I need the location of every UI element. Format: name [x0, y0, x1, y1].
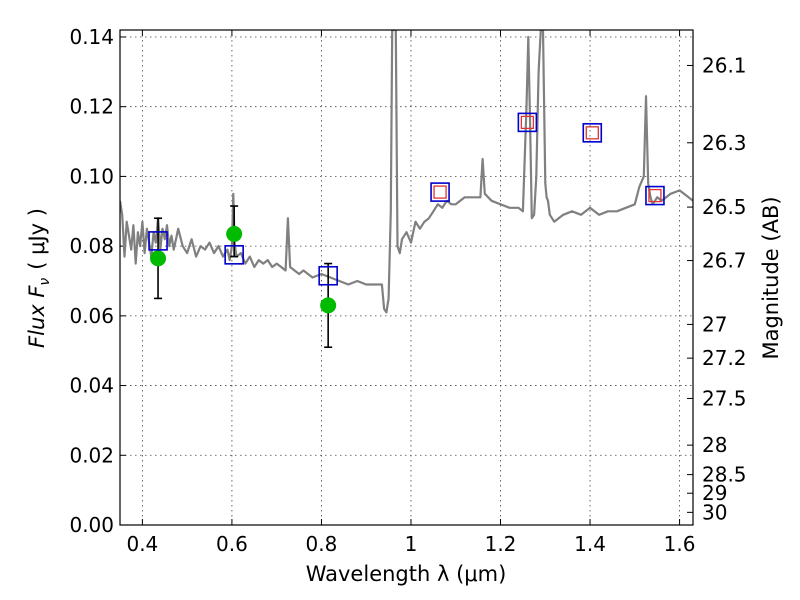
- x-tick-label: 0.6: [216, 532, 248, 556]
- y-tick-label: 0.10: [69, 164, 114, 188]
- model-inner-square: [585, 126, 599, 140]
- model-square: [645, 185, 665, 206]
- plot-frame: [119, 29, 694, 526]
- x-tick-label: 1.2: [485, 532, 517, 556]
- model-inner-square: [520, 115, 535, 130]
- mag-tick-label: 27.2: [702, 346, 747, 370]
- y-axis-label-main: Flux F: [25, 285, 49, 348]
- model-square: [582, 123, 603, 143]
- y-tick-label: 0.04: [69, 374, 114, 398]
- x-axis-label: Wavelength λ (μm): [306, 562, 507, 586]
- y-tick-label: 0.08: [69, 234, 114, 258]
- observed-point: [320, 297, 337, 314]
- mag-tick-label: 28: [702, 433, 727, 457]
- spectrum-line: [120, 30, 693, 314]
- y-tick-label: 0.14: [69, 25, 114, 49]
- model-square: [148, 231, 168, 251]
- mag-tick-label: 27: [702, 312, 727, 336]
- x-tick-label: 1.6: [664, 532, 696, 556]
- mag-tick-label: 27.5: [702, 386, 747, 410]
- mag-tick-label: 29: [702, 481, 727, 505]
- x-tick-label: 0.4: [126, 532, 158, 556]
- mag-tick-label: 26.5: [702, 195, 747, 219]
- model-square: [224, 245, 244, 265]
- y-tick-label: 0.02: [69, 443, 114, 467]
- model-inner-square: [648, 188, 662, 203]
- y-tick-label: 0.06: [69, 304, 114, 328]
- mag-tick-label: 26.1: [702, 53, 747, 77]
- observed-point: [150, 250, 167, 267]
- x-tick-label: 1.4: [574, 532, 606, 556]
- x-tick-label: 1: [405, 532, 418, 556]
- y-axis-label-unit: ( μJy ): [25, 208, 49, 270]
- y-axis-label: Flux Fν ( μJy ): [25, 208, 53, 348]
- y-axis-label-subscript: ν: [37, 278, 53, 286]
- y-tick-label: 0.12: [69, 95, 114, 119]
- x-tick-label: 0.8: [306, 532, 338, 556]
- model-square: [318, 265, 338, 286]
- mag-tick-label: 28.5: [702, 463, 747, 487]
- gridlines: [120, 30, 693, 525]
- model-inner-square: [433, 185, 447, 199]
- model-square: [430, 182, 450, 202]
- observed-point: [226, 225, 243, 242]
- mag-tick-label: 26.3: [702, 131, 747, 155]
- mag-tick-label: 30: [702, 500, 727, 524]
- model-square: [517, 112, 538, 133]
- y-tick-label: 0.00: [69, 513, 114, 537]
- mag-tick-label: 26.7: [702, 249, 747, 273]
- axis-ticks: 0.4 0.6 0.8 1 1.2 1.4 1.6 0.00 0.02 0.04 0.06 0.08 0…: [69, 25, 746, 556]
- plot-area: [120, 30, 693, 349]
- right-axis-label: Magnitude (AB): [759, 196, 783, 359]
